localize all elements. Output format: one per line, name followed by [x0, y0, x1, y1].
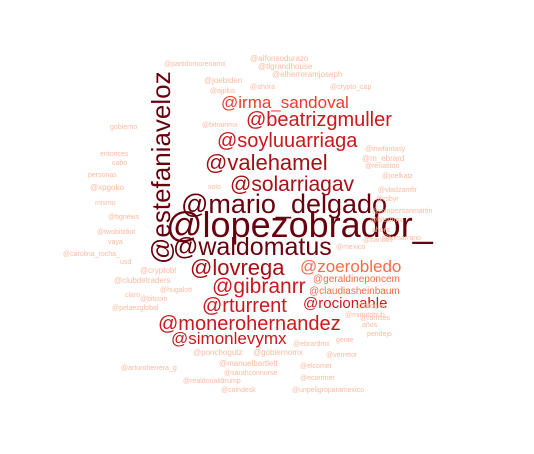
cloud-word: @alfonsodurazo [250, 54, 309, 63]
cloud-word: @manuelbartlett [219, 359, 278, 368]
cloud-word: cabo [112, 160, 128, 167]
cloud-word: @zoerobledo [300, 257, 402, 276]
cloud-word: @coindesk [221, 387, 256, 394]
cloud-word: @irma_sandoval [221, 93, 349, 112]
cloud-word: @arturoherrera_g [121, 365, 177, 372]
cloud-word: @waldomatus [173, 233, 332, 261]
cloud-word: @realdonaldtrump [183, 378, 241, 385]
cloud-word: @tomarrano [382, 235, 422, 242]
cloud-word: @unpeligroparamexico [292, 387, 365, 394]
cloud-word: @solarriagav [230, 173, 355, 196]
cloud-word: @ajplus [210, 88, 236, 95]
cloud-word: @elcomer [300, 363, 333, 370]
cloud-word: @minutohub [345, 312, 385, 319]
cloud-word: @gobiernomx [253, 348, 303, 357]
cloud-word: @bitcoin [140, 296, 168, 303]
cloud-word: @bancos [363, 237, 393, 244]
cloud-word: @pelaezglobal [112, 305, 159, 312]
cloud-word: @ponchogutz [193, 348, 243, 357]
cloud-word: @bitsinmx [370, 217, 403, 224]
cloud-word: @joelkatz [382, 173, 413, 180]
cloud-word: @mlopezsanmartin [372, 208, 433, 215]
cloud-word: @sarahconnorse [224, 370, 278, 377]
cloud-word: @bitrainmx [202, 122, 238, 129]
cloud-word: @m_ebrard [362, 154, 405, 163]
cloud-word: mismo [95, 200, 116, 207]
cloud-word: @hugalott [160, 287, 193, 294]
cloud-word: @geraldineponcem [313, 274, 400, 285]
cloud-word: @valehamel [205, 150, 328, 175]
cloud-word: @elherreramjoseph [272, 70, 343, 79]
cloud-word: @ahora [250, 84, 276, 91]
cloud-word: @ramses [360, 315, 391, 322]
cloud-word: @renatitoo [365, 163, 400, 170]
cloud-word: @verretor [326, 352, 358, 359]
cloud-word: @soyluuarriaga [217, 130, 358, 152]
cloud-word: @rsbyr [376, 196, 399, 203]
cloud-word: @bgnews [108, 214, 140, 221]
cloud-word: claro [125, 292, 141, 299]
cloud-word: @gibranrr [212, 275, 306, 298]
cloud-word: @partidomorenamx [164, 61, 226, 68]
cloud-word: @cryptobl [140, 266, 177, 275]
cloud-word: entonces [100, 151, 129, 158]
cloud-word: años [362, 322, 378, 329]
cloud-word: @lovrega [190, 255, 285, 280]
cloud-word: gente [336, 337, 354, 344]
cloud-word: @monerohernandez [158, 313, 341, 335]
cloud-word: @xpgoko [90, 183, 124, 192]
cloud-word: @lopezobrador_ [166, 204, 433, 245]
cloud-word: @rocionahle [303, 295, 388, 312]
cloud-word: @vladzamfir [378, 187, 418, 194]
cloud-word: @ebrardmx [293, 341, 330, 348]
cloud-word: @mario_delgado [181, 189, 388, 219]
cloud-word: @inwfantasy [365, 146, 406, 153]
cloud-word: @simonlevymx [171, 329, 287, 348]
cloud-word: @estefaniaveloz [146, 71, 176, 264]
cloud-word: personas [88, 172, 117, 179]
cloud-word: vaya [108, 239, 123, 246]
cloud-word: gobierno [110, 124, 138, 131]
cloud-word: @beatrizgmuller [246, 109, 392, 131]
cloud-word: @twobitidiot [97, 229, 136, 236]
cloud-word: @rturrent [202, 295, 287, 317]
cloud-word: @carolina_rocha_ [63, 251, 120, 258]
cloud-word: usd [120, 259, 132, 266]
cloud-word: @mexico [336, 244, 366, 251]
cloud-word: @btcgmt [357, 303, 386, 310]
cloud-word: pendejo [367, 331, 392, 338]
cloud-word: solo [208, 184, 221, 191]
cloud-word: @claudiasheinbaum [309, 286, 400, 297]
cloud-word: @tlgrandhouse [258, 62, 313, 71]
cloud-word: @ecorriner [300, 375, 335, 382]
cloud-word: @crypto_cap [330, 84, 372, 91]
cloud-word: ahora [372, 227, 390, 234]
cloud-word: @joebiden [204, 76, 243, 85]
cloud-word: @clubdetraders [114, 276, 171, 285]
